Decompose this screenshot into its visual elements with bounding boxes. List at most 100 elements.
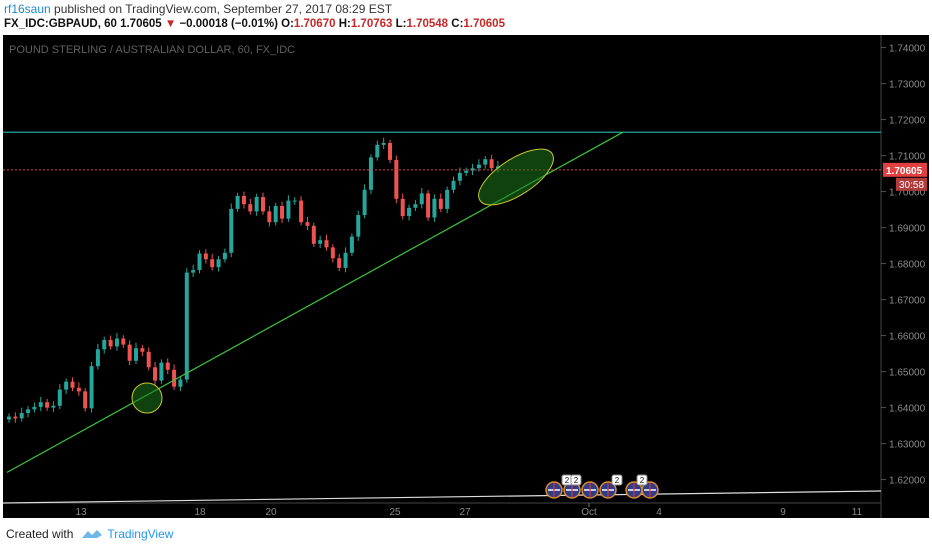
y-tick-label: 1.70000 xyxy=(889,188,926,199)
highlight-ellipse-right[interactable] xyxy=(470,138,562,215)
candle-body xyxy=(76,387,81,392)
event-count-label: 2 xyxy=(615,476,620,485)
x-tick-label: 20 xyxy=(265,507,277,518)
close-label: C: xyxy=(451,18,464,30)
price-chart[interactable]: POUND STERLING / AUSTRALIAN DOLLAR, 60, … xyxy=(2,35,929,518)
bottom-white-trendline[interactable] xyxy=(2,490,882,504)
candle-body xyxy=(146,351,151,368)
y-tick-label: 1.63000 xyxy=(889,440,926,451)
change-value: −0.00018 (−0.01%) xyxy=(179,18,278,30)
candle-body xyxy=(38,402,43,407)
candle-body xyxy=(280,206,285,219)
tradingview-brand-link[interactable]: TradingView xyxy=(107,527,174,541)
candle-body xyxy=(305,222,310,226)
high-value: 1.70763 xyxy=(350,18,393,30)
candle-body xyxy=(464,170,469,173)
chart-area[interactable]: POUND STERLING / AUSTRALIAN DOLLAR, 60, … xyxy=(2,35,929,518)
candle-body xyxy=(89,366,94,409)
candle-body xyxy=(483,159,488,165)
y-tick-label: 1.74000 xyxy=(889,44,926,55)
candle-body xyxy=(95,349,100,367)
event-count-badge[interactable] xyxy=(611,474,623,486)
candle-body xyxy=(172,369,177,387)
candle-body xyxy=(140,348,145,352)
publisher-username[interactable]: rf16saun xyxy=(4,2,51,16)
candle-body xyxy=(457,172,462,181)
candle-body xyxy=(324,240,329,248)
candle-body xyxy=(64,381,69,390)
candle-body xyxy=(299,200,304,223)
candle-body xyxy=(311,225,316,244)
candle-body xyxy=(210,259,215,268)
low-label: L: xyxy=(395,18,407,30)
event-count-label: 2 xyxy=(640,476,645,485)
event-count-badge[interactable] xyxy=(570,474,582,486)
candle-body xyxy=(159,362,164,381)
candle-body xyxy=(178,379,183,387)
x-tick-label: 13 xyxy=(75,507,87,518)
low-value: 1.70548 xyxy=(406,18,449,30)
y-tick-label: 1.68000 xyxy=(889,260,926,271)
candle-body xyxy=(165,362,170,370)
event-count-label: 2 xyxy=(565,476,570,485)
candle-body xyxy=(134,348,138,361)
last-price-label: 1.70605 xyxy=(886,166,923,177)
close-value: 1.70605 xyxy=(463,18,505,30)
candle-body xyxy=(83,391,88,409)
candle-body xyxy=(248,204,253,212)
x-tick-label: 11 xyxy=(852,507,863,518)
candle-body xyxy=(292,200,297,202)
candle-body xyxy=(70,381,75,388)
symbol-label: FX_IDC:GBPAUD, 60 xyxy=(4,18,117,30)
candle-body xyxy=(400,198,405,217)
candle-body xyxy=(343,252,348,268)
created-with-text: Created with xyxy=(6,527,74,541)
candle-body xyxy=(7,416,11,420)
candle-body xyxy=(445,189,450,209)
highlight-ellipse-low[interactable] xyxy=(131,382,163,414)
bar-countdown-label: 30:58 xyxy=(899,180,924,191)
candle-body xyxy=(229,208,234,253)
candle-body xyxy=(216,259,221,268)
candle-body xyxy=(241,195,246,205)
candle-body xyxy=(153,367,158,381)
published-text: published on TradingView.com, September … xyxy=(50,2,393,16)
candle-body xyxy=(419,193,424,205)
candle-body xyxy=(127,344,132,361)
x-tick-label: 4 xyxy=(656,507,662,518)
candle-body xyxy=(349,236,354,253)
open-value: 1.70670 xyxy=(293,18,336,30)
candle-body xyxy=(368,157,373,190)
candle-body xyxy=(318,240,323,244)
x-tick-label: 25 xyxy=(389,507,401,518)
candle-body xyxy=(114,338,119,347)
candle-body xyxy=(13,416,18,419)
down-arrow-icon: ▼ xyxy=(164,18,177,30)
event-count-badge[interactable] xyxy=(636,474,648,486)
last-price-tag xyxy=(883,162,927,177)
y-tick-label: 1.71000 xyxy=(889,152,926,163)
bar-countdown-tag xyxy=(896,177,927,191)
candle-body xyxy=(273,206,278,223)
candle-body xyxy=(32,406,37,410)
candle-body xyxy=(222,252,227,260)
candle-body xyxy=(330,247,335,259)
footer: Created with TradingView xyxy=(6,527,173,541)
candle-body xyxy=(407,207,412,217)
candle-body xyxy=(381,143,386,145)
candle-body xyxy=(121,338,126,345)
candle-body xyxy=(267,211,272,223)
candle-body xyxy=(476,164,481,169)
y-tick-label: 1.69000 xyxy=(889,224,926,235)
candle-body xyxy=(337,258,342,268)
candle-body xyxy=(254,197,259,212)
candle-body xyxy=(102,339,107,350)
y-tick-label: 1.64000 xyxy=(889,404,926,415)
candle-body xyxy=(191,270,196,273)
candle-body xyxy=(57,389,62,406)
y-tick-label: 1.65000 xyxy=(889,368,926,379)
publisher-line: rf16saun published on TradingView.com, S… xyxy=(4,2,392,16)
open-label: O: xyxy=(281,18,294,30)
candle-body xyxy=(394,159,399,199)
